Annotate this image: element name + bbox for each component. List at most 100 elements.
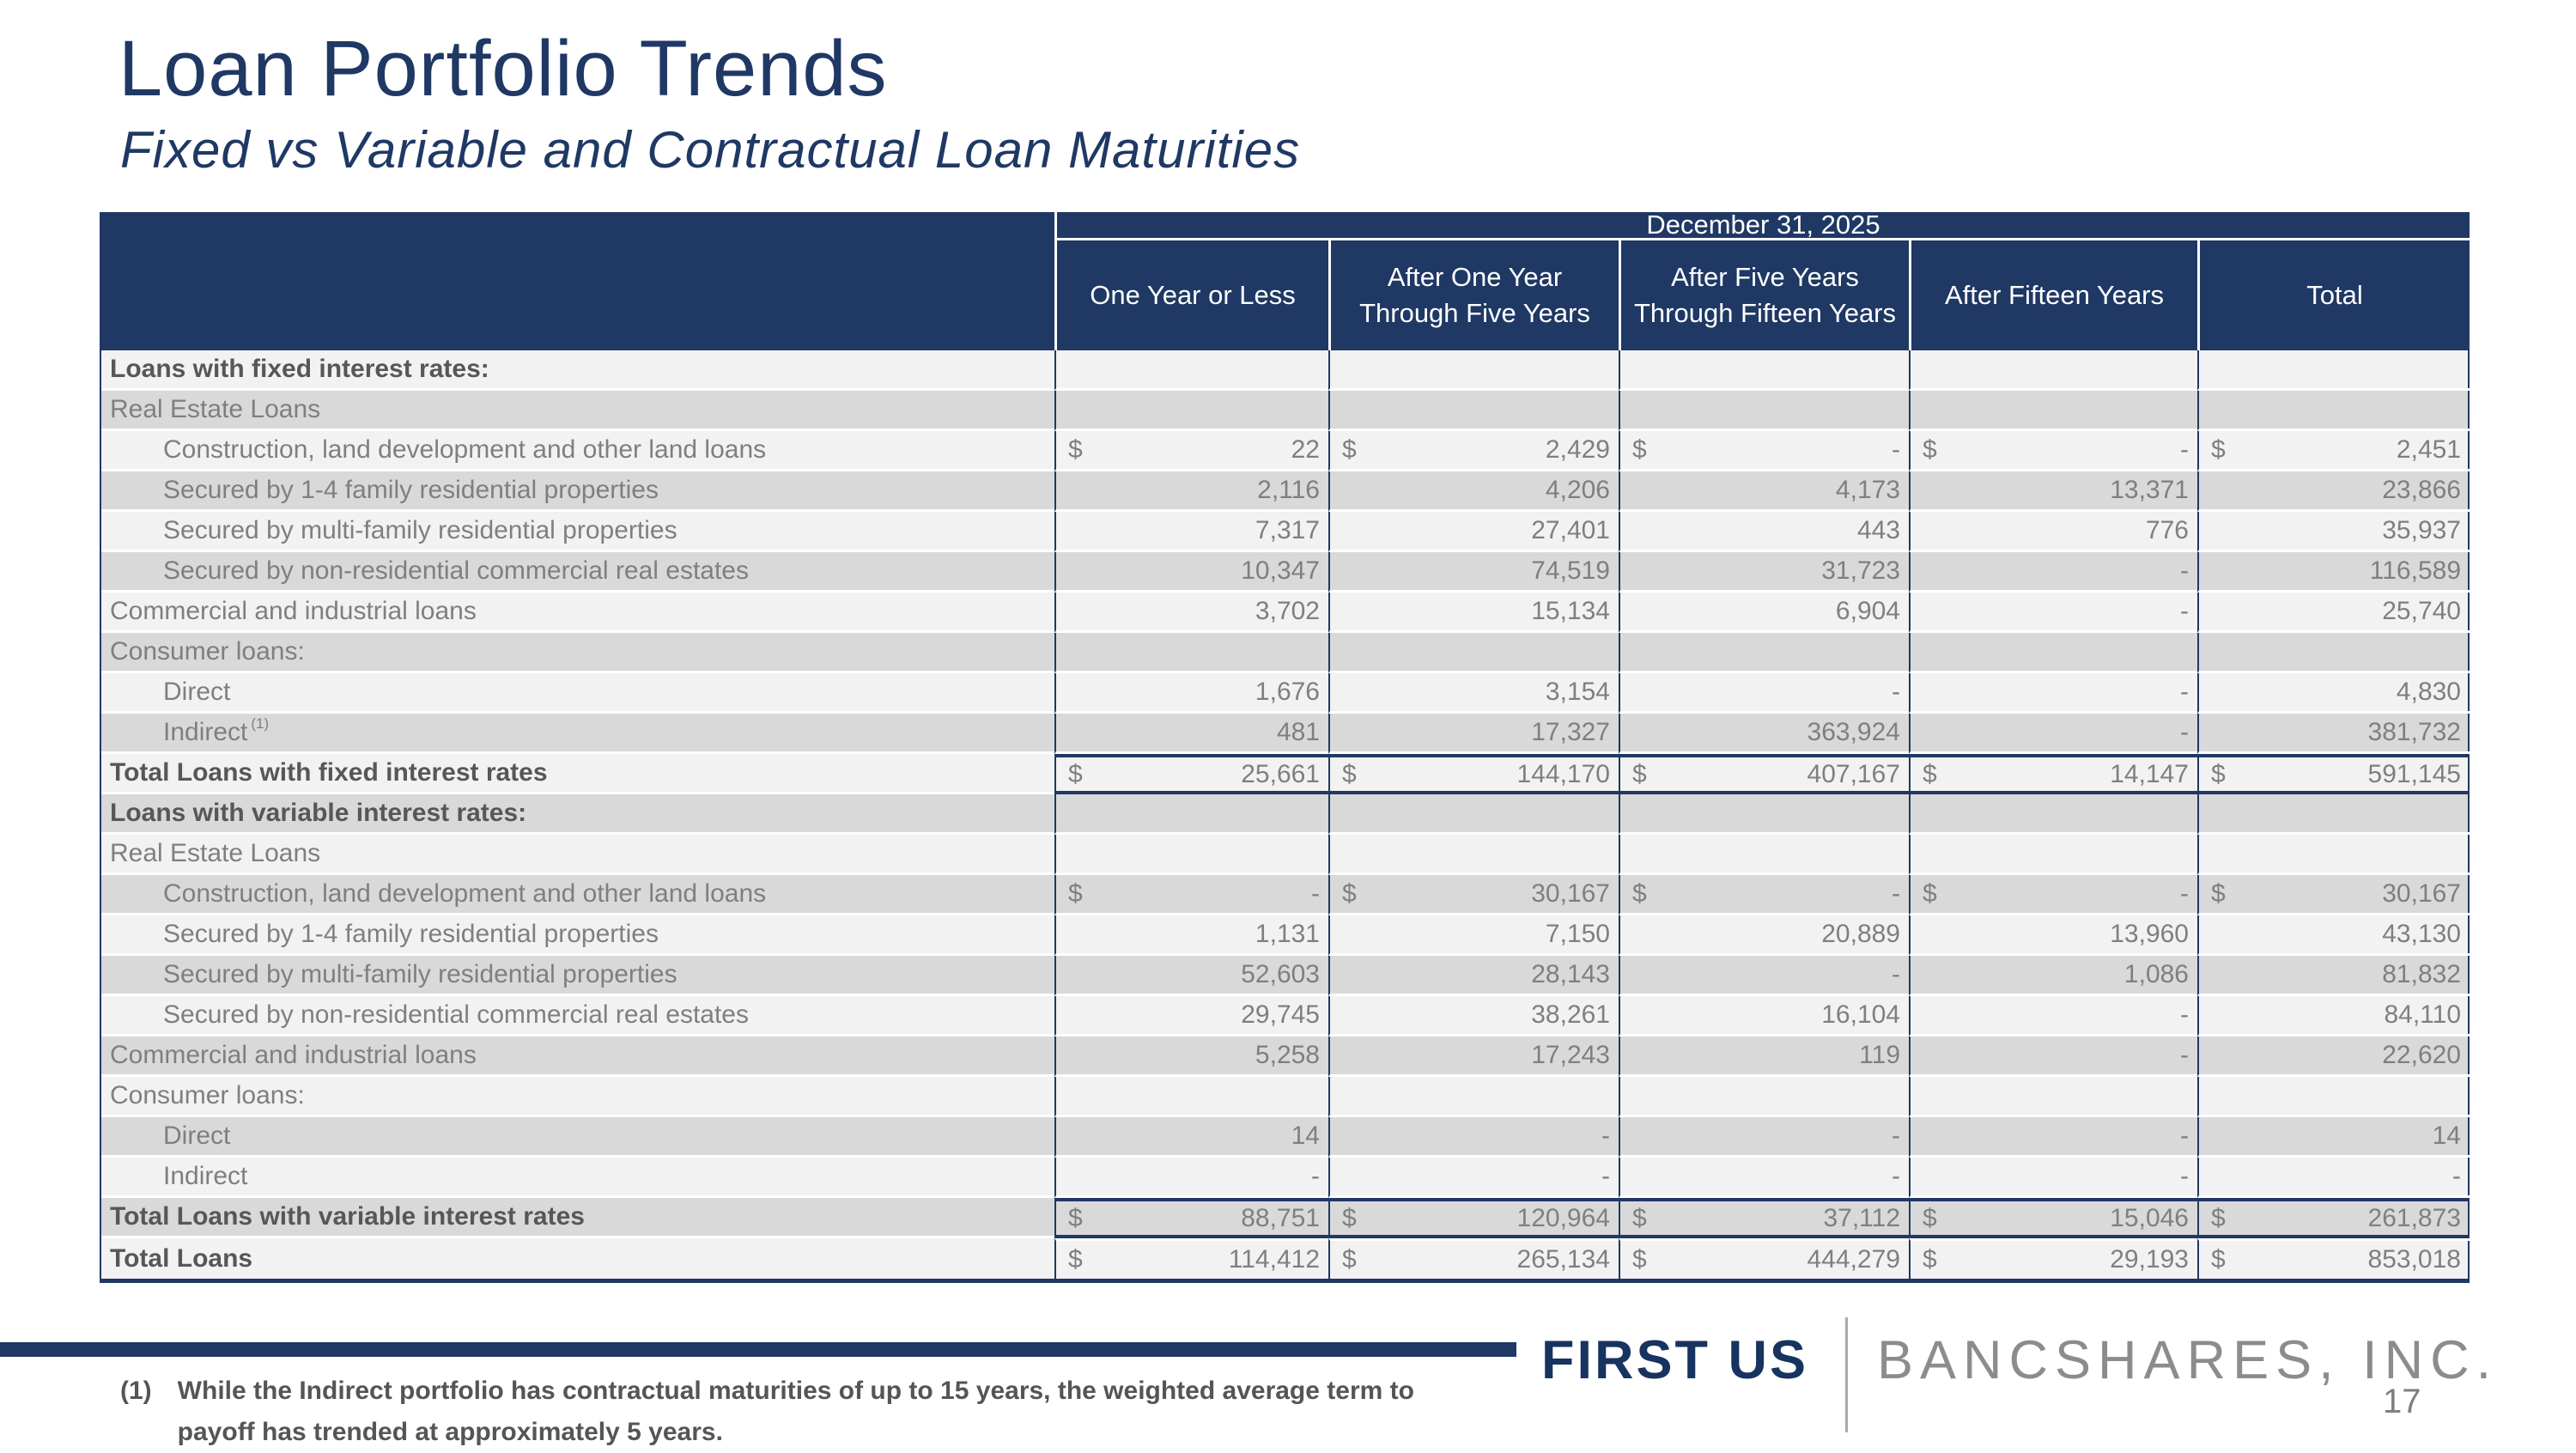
- value-cell: -: [1909, 1117, 2197, 1158]
- value-cell: [2197, 391, 2470, 431]
- value-cell: [1909, 1077, 2197, 1117]
- table-row: Consumer loans:: [101, 1077, 2470, 1117]
- value-cell: 381,732: [2197, 714, 2470, 754]
- cell-value: 20,889: [1821, 920, 1900, 948]
- dollar-sign: $: [1632, 435, 1647, 464]
- cell-value: -: [1892, 960, 1900, 988]
- dollar-sign: $: [1923, 1203, 1937, 1232]
- table-row: Total Loans with variable interest rates…: [101, 1198, 2470, 1238]
- value-cell: [1054, 835, 1328, 875]
- row-label: Real Estate Loans: [101, 391, 1054, 431]
- cell-value: -: [1892, 879, 1900, 908]
- value-cell: -: [1909, 996, 2197, 1037]
- value-cell: [1328, 1077, 1619, 1117]
- cell-value: 15,046: [2110, 1203, 2189, 1232]
- value-cell: 4,206: [1328, 471, 1619, 512]
- value-cell: [1619, 1077, 1909, 1117]
- cell-value: -: [1601, 1162, 1610, 1190]
- cell-value: 2,116: [1257, 476, 1320, 504]
- cell-value: 74,519: [1531, 556, 1610, 585]
- value-cell: 1,086: [1909, 956, 2197, 996]
- value-cell: 2,116: [1054, 471, 1328, 512]
- value-cell: $ -: [1909, 431, 2197, 471]
- value-cell: -: [1909, 552, 2197, 593]
- row-label: Loans with variable interest rates:: [101, 794, 1054, 835]
- dollar-sign: $: [1632, 759, 1647, 788]
- value-cell: 52,603: [1054, 956, 1328, 996]
- cell-value: 116,589: [2369, 556, 2461, 585]
- value-cell: [1619, 350, 1909, 391]
- value-cell: [2197, 794, 2470, 835]
- table-row: Direct 1,676 3,154 - - 4,830: [101, 673, 2470, 714]
- table-row: Secured by multi-family residential prop…: [101, 956, 2470, 996]
- dollar-sign: $: [1923, 435, 1937, 464]
- value-cell: $37,112: [1619, 1198, 1909, 1238]
- cell-value: -: [1311, 879, 1320, 908]
- cell-value: -: [2180, 556, 2189, 585]
- table-row: Secured by 1-4 family residential proper…: [101, 915, 2470, 956]
- dollar-sign: $: [1068, 435, 1083, 464]
- dollar-sign: $: [1342, 879, 1357, 908]
- value-cell: 22,620: [2197, 1037, 2470, 1077]
- cell-value: -: [1892, 1122, 1900, 1150]
- value-cell: 3,154: [1328, 673, 1619, 714]
- value-cell: $ -: [1054, 875, 1328, 915]
- cell-value: 119: [1859, 1041, 1900, 1069]
- cell-value: 17,243: [1531, 1041, 1610, 1069]
- value-cell: 443: [1619, 512, 1909, 552]
- table-body: Loans with fixed interest rates: Real Est…: [101, 350, 2470, 1279]
- row-label: Total Loans: [110, 1243, 253, 1273]
- row-label: Construction, land development and other…: [101, 875, 1054, 915]
- cell-value: 88,751: [1241, 1203, 1320, 1232]
- cell-value: 38,261: [1531, 1000, 1610, 1029]
- cell-value: 4,830: [2396, 678, 2461, 706]
- value-cell: $144,170: [1328, 754, 1619, 794]
- value-cell: 28,143: [1328, 956, 1619, 996]
- value-cell: [1054, 1077, 1328, 1117]
- dollar-sign: $: [1632, 1203, 1647, 1232]
- table-row: Indirect - - - - -: [101, 1158, 2470, 1198]
- dollar-sign: $: [2211, 759, 2226, 788]
- value-cell: 1,131: [1054, 915, 1328, 956]
- cell-value: -: [2180, 435, 2189, 464]
- value-cell: -: [1054, 1158, 1328, 1198]
- dollar-sign: $: [1632, 1245, 1647, 1274]
- dollar-sign: $: [2211, 435, 2226, 464]
- value-cell: 1,676: [1054, 673, 1328, 714]
- cell-value: 52,603: [1241, 960, 1320, 988]
- footnote-reference: (1): [251, 715, 270, 732]
- cell-value: -: [2180, 1041, 2189, 1069]
- cell-value: 31,723: [1821, 556, 1900, 585]
- column-header: One Year or Less: [1054, 240, 1328, 350]
- value-cell: $29,193: [1909, 1238, 2197, 1279]
- value-cell: 4,173: [1619, 471, 1909, 512]
- row-label: Consumer loans:: [101, 633, 1054, 673]
- value-cell: -: [1619, 673, 1909, 714]
- cell-value: 144,170: [1516, 759, 1610, 788]
- cell-value: 30,167: [1531, 879, 1610, 908]
- value-cell: $114,412: [1054, 1238, 1328, 1279]
- cell-value: 7,150: [1545, 920, 1610, 948]
- value-cell: [2197, 1077, 2470, 1117]
- value-cell: 16,104: [1619, 996, 1909, 1037]
- cell-value: 5,258: [1255, 1041, 1320, 1069]
- cell-value: 17,327: [1531, 718, 1610, 746]
- value-cell: $2,429: [1328, 431, 1619, 471]
- cell-value: 22: [1291, 435, 1320, 464]
- cell-value: -: [1892, 678, 1900, 706]
- cell-value: 444,279: [1807, 1245, 1900, 1274]
- page-title: Loan Portfolio Trends: [118, 25, 888, 112]
- cell-value: 14: [2432, 1122, 2461, 1150]
- value-cell: 25,740: [2197, 593, 2470, 633]
- value-cell: [1909, 835, 2197, 875]
- value-cell: 27,401: [1328, 512, 1619, 552]
- table-row: Consumer loans:: [101, 633, 2470, 673]
- row-label: Total Loans with variable interest rates: [101, 1198, 1054, 1238]
- cell-value: 10,347: [1241, 556, 1320, 585]
- value-cell: 81,832: [2197, 956, 2470, 996]
- value-cell: [1054, 633, 1328, 673]
- value-cell: 74,519: [1328, 552, 1619, 593]
- value-cell: -: [1619, 1158, 1909, 1198]
- cell-value: -: [2180, 879, 2189, 908]
- value-cell: 13,371: [1909, 471, 2197, 512]
